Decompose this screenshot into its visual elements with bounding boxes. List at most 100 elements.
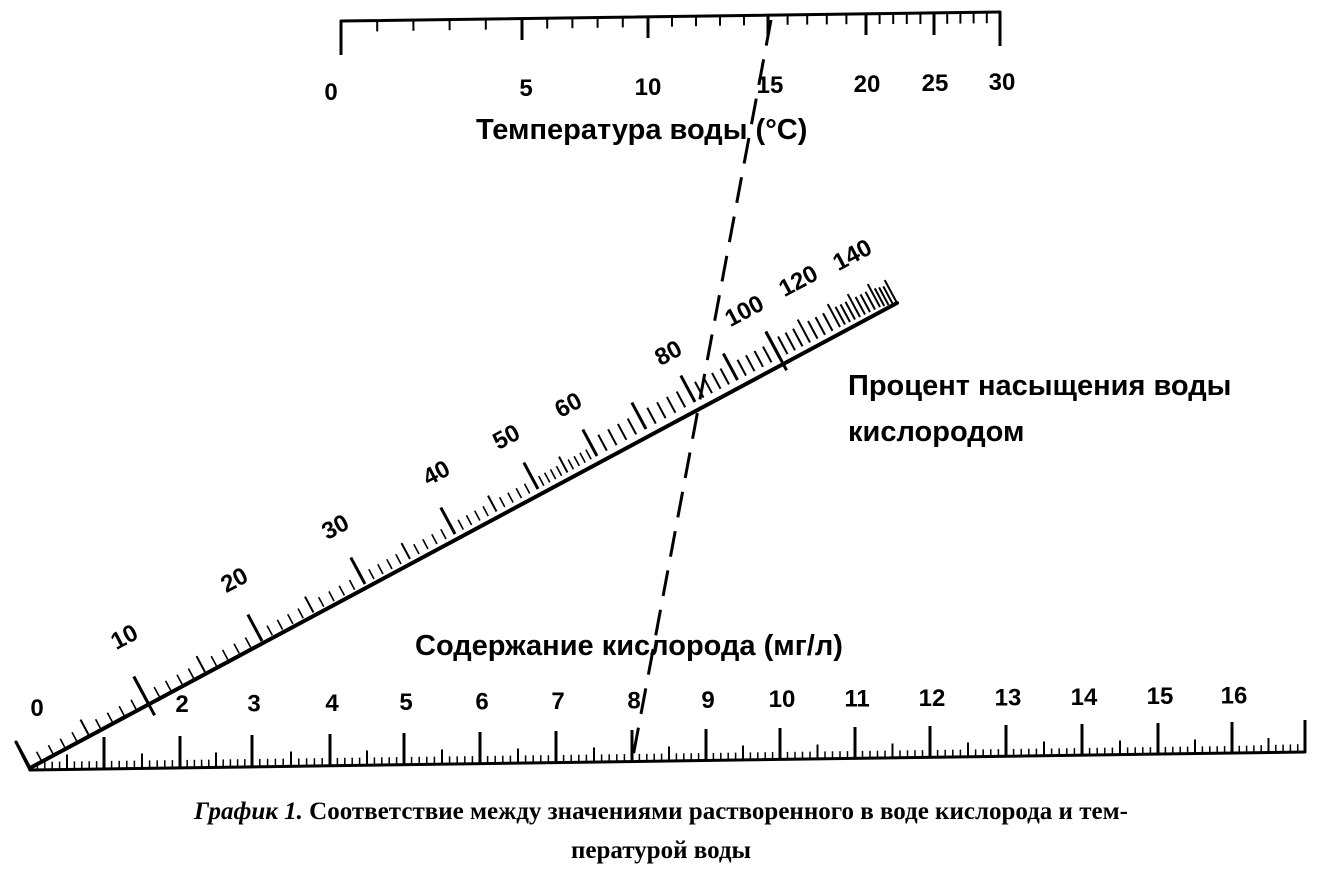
temperature-tick-label: 20 (854, 71, 881, 98)
saturation-tick (617, 423, 628, 441)
saturation-tick (507, 492, 514, 503)
saturation-tick (132, 675, 156, 717)
saturation-tick-label: 140 (828, 234, 876, 277)
saturation-tick (106, 712, 114, 723)
saturation-tick (457, 519, 465, 530)
saturation-tick (581, 428, 599, 457)
saturation-tick (431, 533, 438, 545)
saturation-tick (71, 731, 78, 743)
saturation-tick (873, 287, 886, 307)
saturation-tick (439, 506, 457, 535)
temperature-tick-label: 30 (989, 69, 1016, 96)
saturation-tick (859, 293, 871, 313)
saturation-tick (567, 459, 575, 470)
saturation-tick (834, 306, 846, 325)
saturation-tick (79, 719, 90, 736)
saturation-tick (286, 613, 294, 625)
saturation-tick (864, 291, 876, 310)
saturation-tick (549, 469, 557, 480)
saturation-tick (413, 543, 420, 555)
saturation-tick (368, 568, 375, 580)
saturation-tick (792, 328, 804, 347)
saturation-tick (666, 396, 677, 414)
oxygen-tick-label: 10 (769, 686, 796, 713)
oxygen-tick-label: 11 (844, 686, 869, 713)
saturation-tick (395, 553, 402, 565)
saturation-tick (711, 372, 722, 390)
saturation-tick (338, 585, 346, 596)
saturation-tick (537, 475, 545, 487)
saturation-tick (543, 472, 551, 483)
oxygen-scale: 2 3 4 5 6 7 8 9 10 11 12 13 14 15 16 Содержание кислор… (14, 630, 1307, 772)
saturation-tick (679, 374, 697, 403)
saturation-tick (764, 330, 788, 372)
saturation-tick (187, 668, 195, 679)
saturation-tick (585, 449, 592, 460)
saturation-tick (675, 391, 687, 408)
saturation-tick (597, 434, 608, 452)
oxygen-tick-label: 14 (1071, 684, 1098, 711)
oxygen-tick-label: 3 (247, 690, 260, 717)
saturation-tick (882, 285, 894, 305)
caption-line1: Соответствие между значениями растворенн… (302, 798, 1128, 825)
saturation-tick (753, 350, 764, 368)
oxygen-ticks (36, 720, 1307, 770)
saturation-tick (59, 738, 67, 749)
saturation-tick (762, 346, 773, 363)
saturation-tick (846, 293, 861, 318)
saturation-tick (482, 505, 489, 517)
oxygen-tick-label: 6 (475, 689, 488, 716)
saturation-tick-label: 10 (106, 619, 142, 655)
oxygen-tick-label: 4 (325, 690, 339, 717)
saturation-tick-label: 50 (488, 419, 524, 455)
oxygen-tick-label: 16 (1221, 683, 1248, 710)
saturation-tick-label: 100 (720, 290, 768, 333)
saturation-tick (233, 643, 240, 654)
caption-line2: пературой воды (570, 837, 752, 864)
saturation-tick (579, 452, 586, 463)
saturation-tick (784, 332, 796, 351)
saturation-tick (498, 496, 506, 508)
saturation-tick (523, 483, 531, 494)
temperature-scale: 0 5 10 15 20 25 30 Температура воды (°C) (324, 10, 1015, 146)
saturation-tick-label: 20 (216, 562, 252, 598)
saturation-tick (246, 613, 264, 642)
saturation-tick (386, 558, 393, 570)
saturation-tick (656, 401, 667, 419)
saturation-tick (440, 528, 447, 540)
temperature-tick-label: 10 (635, 74, 662, 101)
oxygen-tick-label: 5 (399, 689, 412, 716)
saturation-tick (844, 301, 856, 320)
saturation-tick (814, 316, 826, 336)
saturation-tick (646, 407, 657, 425)
saturation-tick-label: 60 (550, 387, 586, 423)
saturation-tick (317, 596, 325, 608)
oxygen-tick-labels: 2 3 4 5 6 7 8 9 10 11 12 13 14 15 16 (175, 683, 1247, 718)
saturation-tick (515, 487, 523, 499)
saturation-axis-title-line2: кислородом (848, 416, 1024, 448)
saturation-tick (854, 296, 866, 315)
temperature-tick-labels: 0 5 10 15 20 25 30 (324, 69, 1015, 106)
saturation-tick (221, 649, 229, 660)
saturation-tick (573, 455, 581, 467)
oxygen-axis-title: Содержание кислорода (мг/л) (415, 630, 843, 662)
saturation-tick (777, 336, 789, 355)
saturation-tick (47, 744, 55, 756)
oxygen-tick-label: 7 (551, 688, 564, 715)
saturation-tick (349, 556, 367, 585)
saturation-tick (866, 283, 881, 308)
saturation-tick (400, 542, 411, 560)
saturation-tick (878, 286, 890, 306)
saturation-tick (94, 718, 102, 730)
saturation-tick (118, 705, 126, 717)
saturation-tick (153, 686, 161, 698)
saturation-tick (297, 608, 304, 619)
temperature-tick-label: 25 (922, 70, 949, 97)
saturation-tick (164, 680, 172, 691)
oxygen-axis-start-stroke (14, 740, 32, 772)
saturation-tick (465, 514, 473, 526)
oxygen-tick-label: 8 (627, 687, 640, 714)
figure-caption: График 1. Соответствие между значениями … (20, 792, 1302, 870)
saturation-ticks (14, 279, 898, 769)
saturation-tick (607, 428, 618, 446)
